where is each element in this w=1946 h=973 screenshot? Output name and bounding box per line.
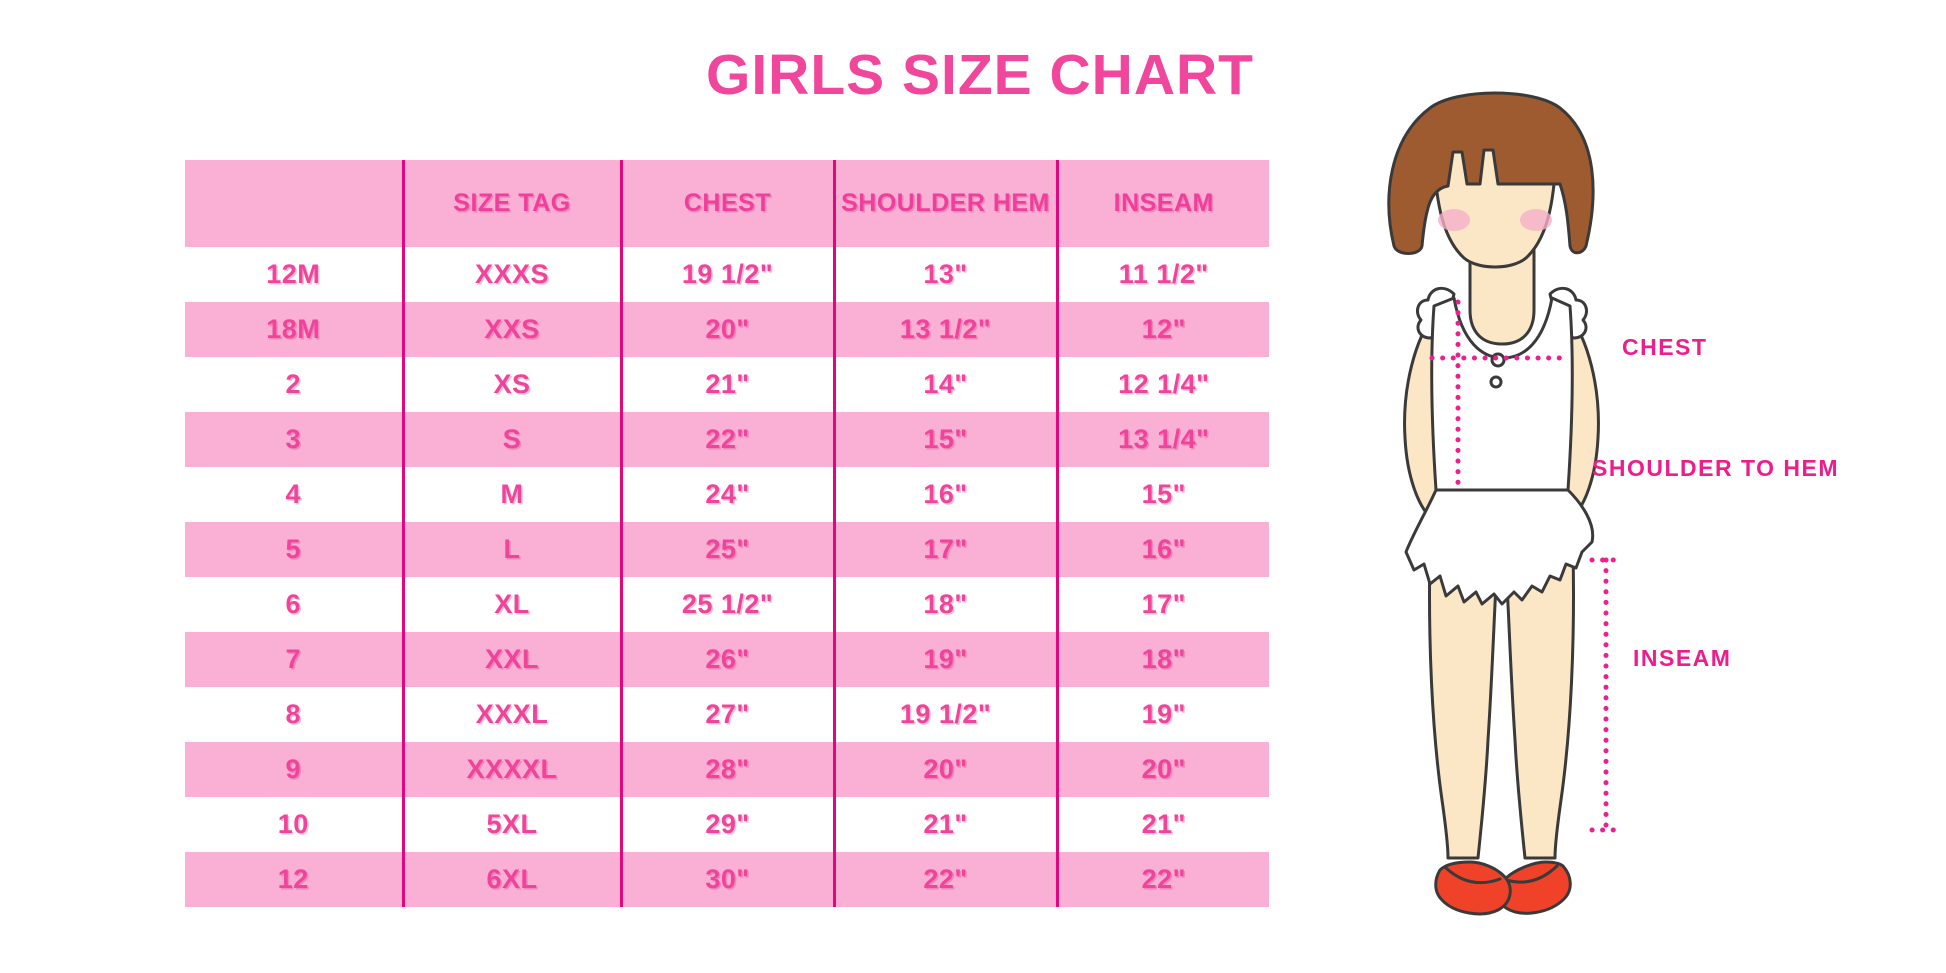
measurement-label-chest: CHEST <box>1622 334 1708 360</box>
table-cell: 7 <box>185 632 403 687</box>
table-cell: M <box>401 467 621 522</box>
table-cell: 12 <box>185 852 403 907</box>
table-cell: XXS <box>401 302 621 357</box>
table-body: 12M XXXS 19 1/2" 13" 11 1/2" 18M XXS 20"… <box>185 247 1269 907</box>
girl-legs <box>1428 548 1575 860</box>
header-row: SIZE TAG CHEST SHOULDER HEM INSEAM <box>185 160 1269 247</box>
table-cell: 17" <box>832 522 1057 577</box>
table-row: 7 XXL 26" 19" 18" <box>185 632 1269 687</box>
table-cell: 3 <box>185 412 403 467</box>
measurement-lines <box>1429 299 1624 833</box>
table-cell: XS <box>401 357 621 412</box>
table-cell: 11 1/2" <box>1055 247 1269 302</box>
table-row: 18M XXS 20" 13 1/2" 12" <box>185 302 1269 357</box>
table-cell: 19" <box>832 632 1057 687</box>
table-cell: 12M <box>266 259 321 289</box>
table-cell: XXXXL <box>401 742 621 797</box>
girl-hair <box>1387 91 1595 255</box>
table-cell: 27" <box>619 687 834 742</box>
column-header-size-tag: SIZE TAG <box>401 160 621 247</box>
table-cell: 12 1/4" <box>1055 357 1269 412</box>
table-cell: 12" <box>1055 302 1269 357</box>
table-header: SIZE TAG CHEST SHOULDER HEM INSEAM <box>185 160 1269 247</box>
table-cell: 16" <box>1055 522 1269 577</box>
table-cell: 20" <box>1055 742 1269 797</box>
column-header-inseam: INSEAM <box>1055 160 1269 247</box>
table-cell: 19 1/2" <box>832 687 1057 742</box>
table-cell: 25" <box>619 522 834 577</box>
table-row: 5 L 25" 17" 16" <box>185 522 1269 577</box>
table-cell: 6 <box>285 589 302 619</box>
column-header-chest: CHEST <box>619 160 834 247</box>
table-cell: 15" <box>1055 467 1269 522</box>
table-cell: 20" <box>832 742 1057 797</box>
table-cell: 16" <box>832 467 1057 522</box>
table-row: 8 XXXL 27" 19 1/2" 19" <box>185 687 1269 742</box>
girl-skirt <box>1404 488 1595 606</box>
table-row: 2 XS 21" 14" 12 1/4" <box>185 357 1269 412</box>
girl-neck <box>1468 246 1536 346</box>
table-cell: 5 <box>185 522 403 577</box>
table-cell: 22" <box>619 412 834 467</box>
measurement-label-inseam: INSEAM <box>1633 645 1732 671</box>
table-cell: 5XL <box>401 797 621 852</box>
girl-shoes <box>1434 860 1572 916</box>
table-cell: 21" <box>619 357 834 412</box>
table-cell: 6XL <box>401 852 621 907</box>
table-cell: S <box>401 412 621 467</box>
table-cell: 8 <box>285 699 302 729</box>
column-header-size <box>185 160 403 247</box>
table-row: 3 S 22" 15" 13 1/4" <box>185 412 1269 467</box>
table-cell: 20" <box>619 302 834 357</box>
blush-left <box>1438 209 1470 231</box>
table-cell: 15" <box>832 412 1057 467</box>
table-row: 4 M 24" 16" 15" <box>185 467 1269 522</box>
table-cell: 19 1/2" <box>619 247 834 302</box>
table-cell: 14" <box>832 357 1057 412</box>
table-cell: 13" <box>832 247 1057 302</box>
table-cell: 29" <box>619 797 834 852</box>
table-cell: 4 <box>285 479 302 509</box>
girls-size-table: SIZE TAG CHEST SHOULDER HEM INSEAM 12M X… <box>185 160 1269 907</box>
girl-top <box>1416 286 1588 492</box>
table-cell: 22" <box>1055 852 1269 907</box>
table-cell: 21" <box>832 797 1057 852</box>
table-row: 12 6XL 30" 22" 22" <box>185 852 1269 907</box>
table-cell: 18M <box>185 302 403 357</box>
table-cell: 19" <box>1055 687 1269 742</box>
table-cell: 13 1/4" <box>1055 412 1269 467</box>
column-header-shoulder-hem: SHOULDER HEM <box>832 160 1057 247</box>
table-cell: XL <box>401 577 621 632</box>
table-row: 10 5XL 29" 21" 21" <box>185 797 1269 852</box>
table-cell: 26" <box>619 632 834 687</box>
table-cell: 17" <box>1055 577 1269 632</box>
table-cell: 30" <box>619 852 834 907</box>
table-cell: 25 1/2" <box>619 577 834 632</box>
measurement-label-shoulder-to-hem: SHOULDER TO HEM <box>1592 455 1839 481</box>
table-row: 9 XXXXL 28" 20" 20" <box>185 742 1269 797</box>
blush-right <box>1520 209 1552 231</box>
table-cell: 10 <box>277 809 309 839</box>
table-cell: 18" <box>832 577 1057 632</box>
table-cell: 2 <box>285 369 302 399</box>
table-cell: XXXL <box>401 687 621 742</box>
page-title: GIRLS SIZE CHART <box>705 43 1254 107</box>
table-row: 6 XL 25 1/2" 18" 17" <box>185 577 1269 632</box>
table-cell: 18" <box>1055 632 1269 687</box>
table-cell: 9 <box>185 742 403 797</box>
table-cell: 28" <box>619 742 834 797</box>
table-cell: 24" <box>619 467 834 522</box>
table-cell: 22" <box>832 852 1057 907</box>
table-row: 12M XXXS 19 1/2" 13" 11 1/2" <box>185 247 1269 302</box>
table-cell: L <box>401 522 621 577</box>
girl-illustration <box>1387 91 1624 916</box>
table-cell: XXXS <box>401 247 621 302</box>
table-cell: 21" <box>1055 797 1269 852</box>
table-cell: XXL <box>401 632 621 687</box>
table-cell: 13 1/2" <box>832 302 1057 357</box>
